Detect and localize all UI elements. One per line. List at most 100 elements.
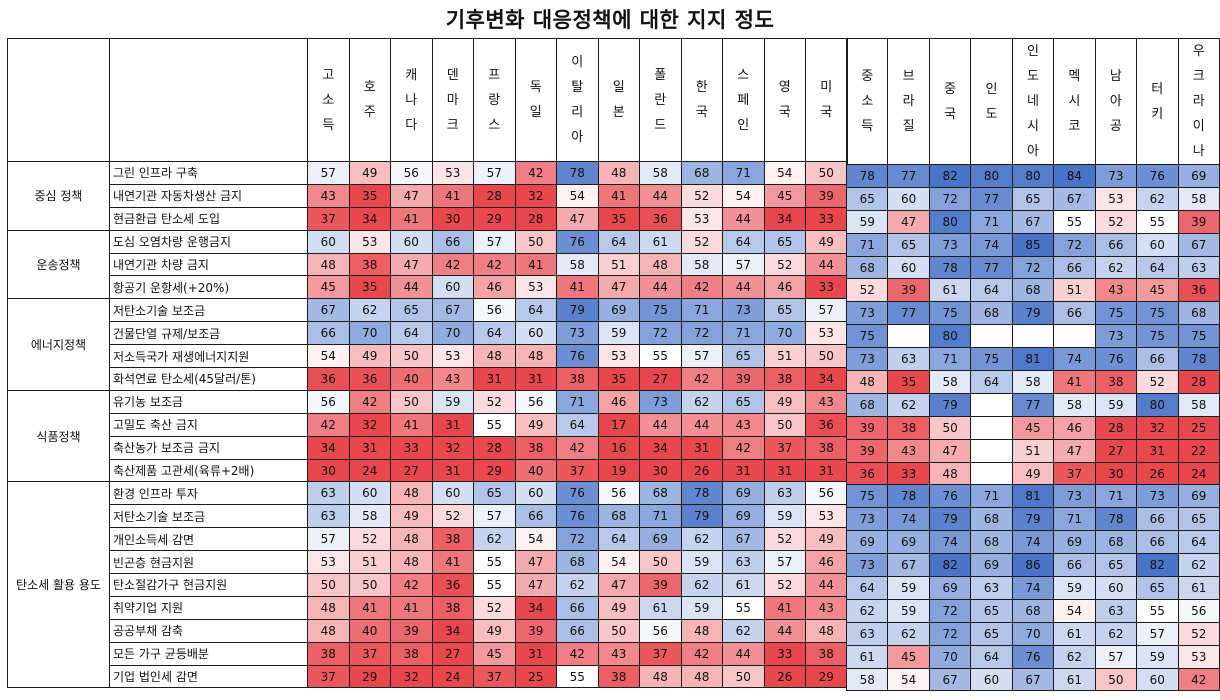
heatmap-cell: 75 xyxy=(845,324,889,349)
heatmap-cell: 39 xyxy=(845,415,889,440)
heatmap-cell: 47 xyxy=(597,573,640,597)
heatmap-cell: 64 xyxy=(970,278,1013,303)
heatmap-cell: 55 xyxy=(473,412,516,437)
policy-row: 내연기관 자동차생산 금지 43 35 47 41 28 32 54 41 44 52 54 45 39 xyxy=(8,183,848,208)
heatmap-cell: 62 xyxy=(1177,553,1220,578)
heatmap-cell: 65 xyxy=(763,298,806,323)
heatmap-cell: 41 xyxy=(1053,370,1096,394)
heatmap-cell: 36 xyxy=(1177,278,1220,303)
heatmap-cell: 70 xyxy=(1011,621,1055,646)
heatmap-cell: 64 xyxy=(970,644,1013,669)
heatmap-cell: 37 xyxy=(473,664,516,689)
heatmap-cell: 73 xyxy=(928,232,972,257)
policy-label: 환경 인프라 투자 xyxy=(109,481,308,506)
heatmap-cell: 58 xyxy=(1053,392,1096,417)
heatmap-cell: 67 xyxy=(1177,232,1220,257)
heatmap-cell: 76 xyxy=(1011,644,1055,669)
heatmap-cell: 52 xyxy=(1136,370,1179,394)
heatmap-cell: 73 xyxy=(722,298,765,323)
heatmap-cell: 67 xyxy=(1011,209,1055,234)
heatmap-cell: 44 xyxy=(680,412,723,437)
heatmap-cell: 62 xyxy=(887,392,930,417)
heatmap-cell: 49 xyxy=(348,344,391,369)
heatmap-cell: 76 xyxy=(556,344,599,369)
heatmap-cell: 31 xyxy=(348,435,391,460)
heatmap-cell: 55 xyxy=(1053,209,1096,234)
heatmap-cell: 53 xyxy=(597,344,640,369)
heatmap-cell: 69 xyxy=(1177,164,1220,188)
heatmap-cell: 50 xyxy=(805,161,848,185)
heatmap-cell: 28 xyxy=(473,435,516,460)
heatmap-cell: 26 xyxy=(680,458,723,483)
category-label: 운송정책 xyxy=(7,229,110,300)
heatmap-cell: 57 xyxy=(805,298,848,323)
heatmap-cell: 38 xyxy=(390,641,433,666)
heatmap-cell: 80 xyxy=(1136,392,1179,417)
heatmap-cell: 50 xyxy=(390,344,433,369)
heatmap-cell: 51 xyxy=(597,252,640,277)
heatmap-cell: 36 xyxy=(639,206,682,231)
heatmap-cell: 22 xyxy=(1177,438,1220,463)
policy-row: 취약기업 지원 48 41 41 38 52 34 66 49 61 59 55 41 43 xyxy=(8,595,848,620)
heatmap-cell: 68 xyxy=(1094,530,1138,555)
policy-row: 63 62 72 65 70 61 62 57 52 xyxy=(845,621,1220,646)
heatmap-cell: 50 xyxy=(639,550,682,575)
heatmap-cell: 79 xyxy=(928,392,972,417)
heatmap-cell: 38 xyxy=(1094,370,1138,394)
policy-label: 화석연료 탄소세(45달러/톤) xyxy=(109,367,308,391)
heatmap-cell: 62 xyxy=(722,618,765,643)
heatmap-cell: 17 xyxy=(597,412,640,437)
heatmap-cell: 44 xyxy=(639,275,682,300)
heatmap-cell: 75 xyxy=(845,484,889,509)
heatmap-cell: 67 xyxy=(307,298,350,323)
heatmap-cell: 60 xyxy=(970,667,1013,692)
policy-label: 공공부채 감축 xyxy=(109,618,308,643)
heatmap-cell: 63 xyxy=(307,504,350,529)
heatmap-cell: 62 xyxy=(680,389,723,414)
policy-label: 저탄소기술 보조금 xyxy=(109,298,308,323)
heatmap-cell: 74 xyxy=(1011,576,1055,600)
heatmap-cell: 60 xyxy=(887,186,930,211)
heatmap-cell: 65 xyxy=(887,232,930,257)
heatmap-cell: 24 xyxy=(348,458,391,483)
heatmap-cell: 57 xyxy=(763,550,806,575)
heatmap-cell: 58 xyxy=(1011,370,1055,394)
policy-label: 항공기 운항세(+20%) xyxy=(109,275,308,300)
heatmap-cell: 75 xyxy=(1094,301,1138,326)
heatmap-cell: 64 xyxy=(1177,530,1220,555)
heatmap-cell: 39 xyxy=(1177,209,1220,234)
heatmap-cell: 53 xyxy=(431,161,474,185)
heatmap-cell: 44 xyxy=(722,641,765,666)
heatmap-cell: 62 xyxy=(473,527,516,552)
heatmap-cell: 85 xyxy=(1011,232,1055,257)
heatmap-cell: 35 xyxy=(597,367,640,391)
heatmap-cell: 72 xyxy=(1053,232,1096,257)
heatmap-cell: 57 xyxy=(680,344,723,369)
heatmap-cell: 52 xyxy=(1177,621,1220,646)
heatmap-cell: 65 xyxy=(970,621,1013,646)
heatmap-cell: 38 xyxy=(348,252,391,277)
policy-label: 빈곤층 현금지원 xyxy=(109,550,308,575)
heatmap-cell: 51 xyxy=(763,344,806,369)
heatmap-cell: 30 xyxy=(307,458,350,483)
policy-row: 48 35 58 64 58 41 38 52 28 xyxy=(845,370,1220,394)
policy-label: 내연기관 차량 금지 xyxy=(109,252,308,277)
heatmap-cell: 66 xyxy=(1053,553,1096,578)
heatmap-cell: 64 xyxy=(514,298,557,323)
heatmap-cell: 60 xyxy=(348,481,391,506)
heatmap-cell: 42 xyxy=(390,573,433,597)
heatmap-cell: 73 xyxy=(845,347,889,372)
heatmap-cell: 42 xyxy=(431,252,474,277)
heatmap-cell: 35 xyxy=(887,370,930,394)
heatmap-cell: 61 xyxy=(1053,667,1096,692)
heatmap-cell: 43 xyxy=(805,595,848,620)
policy-row: 58 54 67 60 67 61 50 60 42 xyxy=(845,667,1220,692)
heatmap-cell: 25 xyxy=(514,664,557,689)
